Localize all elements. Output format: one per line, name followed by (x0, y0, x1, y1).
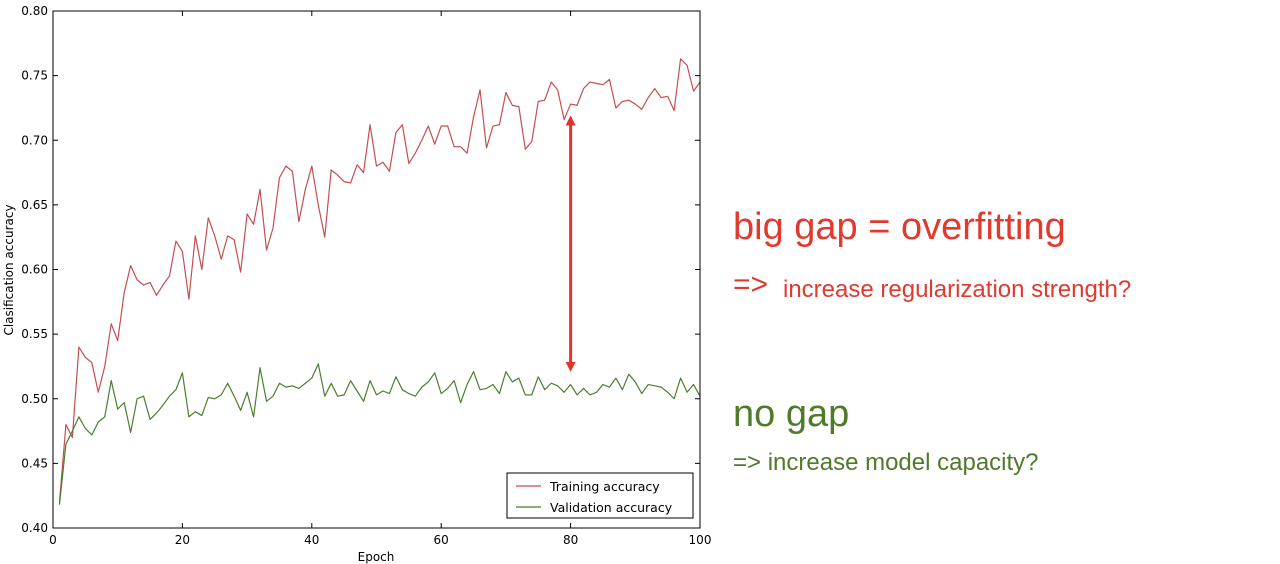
y-tick-label: 0.60 (21, 263, 48, 277)
plot-frame (52, 10, 701, 529)
overfitting-heading: big gap = overfitting (733, 206, 1066, 248)
y-tick-label: 0.45 (21, 456, 48, 470)
series-layer (58, 58, 700, 505)
legend-box (506, 472, 694, 519)
overfitting-arrow-text: => (733, 268, 769, 301)
y-tick-label: 0.55 (21, 327, 48, 341)
x-axis: 0 20 40 60 80 100 (49, 11, 711, 547)
legend-label-training: Training accuracy (549, 479, 660, 494)
y-tick-label: 0.65 (21, 198, 48, 212)
y-tick-label: 0.80 (21, 4, 48, 18)
x-tick-label: 60 (434, 533, 449, 547)
y-axis-label: Clasification accuracy (2, 204, 16, 335)
y-tick-label: 0.75 (21, 69, 48, 83)
y-axis: 0.40 0.45 0.50 0.55 0.60 0.65 0.70 0.75 0.80 (21, 4, 700, 535)
overfitting-suggestion: increase regularization strength? (783, 276, 1132, 303)
no-gap-suggestion: => increase model capacity? (733, 449, 1039, 476)
x-tick-label: 100 (689, 533, 712, 547)
accuracy-chart: 0.40 0.45 0.50 0.55 0.60 0.65 0.70 0.75 0.80 0 20… (2, 4, 711, 564)
no-gap-heading: no gap (733, 393, 850, 435)
x-tick-label: 0 (49, 533, 57, 547)
y-tick-label: 0.70 (21, 133, 48, 147)
legend-label-validation: Validation accuracy (550, 500, 673, 515)
x-axis-label: Epoch (358, 550, 395, 564)
training-accuracy-line (58, 58, 700, 503)
y-tick-label: 0.50 (21, 392, 48, 406)
validation-accuracy-line (58, 363, 700, 505)
x-tick-label: 40 (304, 533, 319, 547)
legend: Training accuracy Validation accuracy (506, 472, 694, 519)
x-tick-label: 80 (563, 533, 578, 547)
x-tick-label: 20 (175, 533, 190, 547)
y-tick-label: 0.40 (21, 521, 48, 535)
